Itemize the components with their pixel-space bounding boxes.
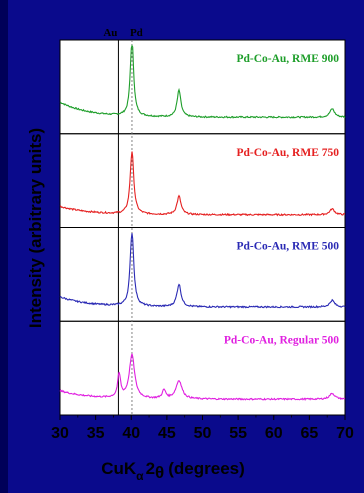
reference-lines: Au Pd (103, 27, 143, 415)
reference-label-pd: Pd (130, 27, 143, 39)
x-axis-title-theta: θ (155, 463, 164, 482)
x-tick-label: 45 (158, 425, 176, 442)
series-4-peak-1 (118, 375, 120, 377)
reference-label-au: Au (103, 27, 117, 39)
x-axis-title-unit: (degrees) (168, 459, 245, 478)
series-4-peak-5 (331, 392, 333, 394)
series-label-2: Pd-Co-Au, RME 750 (236, 147, 339, 159)
series-2-peak-1 (131, 151, 133, 153)
series-1-peak-2 (178, 89, 180, 91)
series-1-peak-1 (131, 39, 133, 41)
x-axis-title-sub: α (136, 469, 144, 483)
x-axis-title-two: 2 (146, 459, 155, 478)
x-tick-label: 35 (87, 425, 105, 442)
series-4-peak-3 (163, 390, 165, 392)
panel-labels: Pd-Co-Au, RME 900 Pd-Co-Au, RME 750 Pd-Co-… (224, 53, 339, 346)
series-line-3 (59, 233, 346, 309)
series-3-peak-1 (131, 230, 133, 232)
x-tick-label: 65 (300, 425, 318, 442)
series-2-peak-3 (331, 208, 333, 210)
series-line-2 (59, 151, 346, 217)
x-tick-label: 40 (122, 425, 140, 442)
series-3-peak-3 (331, 299, 333, 301)
x-axis: 30 35 40 45 50 55 60 65 70 (51, 415, 354, 442)
x-tick-label: 70 (336, 425, 354, 442)
series-4-peak-2 (131, 354, 133, 356)
series-line-4 (59, 353, 346, 402)
series-2-peak-2 (178, 195, 180, 197)
series-4-peak-4 (178, 380, 180, 382)
slide-edge (0, 0, 8, 493)
y-axis-title: Intensity (arbitrary units) (26, 128, 45, 328)
x-axis-title-base: CuK (101, 459, 137, 478)
series-group (59, 39, 346, 402)
x-tick-label: 50 (194, 425, 212, 442)
x-axis-title: CuKα 2θ (degrees) (101, 459, 245, 483)
series-1-peak-3 (331, 108, 333, 110)
series-3-peak-2 (178, 283, 180, 285)
series-label-1: Pd-Co-Au, RME 900 (236, 53, 339, 65)
x-tick-label: 55 (229, 425, 247, 442)
x-tick-label: 30 (51, 425, 69, 442)
x-tick-label: 60 (265, 425, 283, 442)
series-label-3: Pd-Co-Au, RME 500 (236, 241, 339, 253)
series-line-1 (59, 44, 346, 119)
y-axis: Intensity (arbitrary units) (26, 128, 45, 328)
series-label-4: Pd-Co-Au, Regular 500 (224, 334, 339, 346)
